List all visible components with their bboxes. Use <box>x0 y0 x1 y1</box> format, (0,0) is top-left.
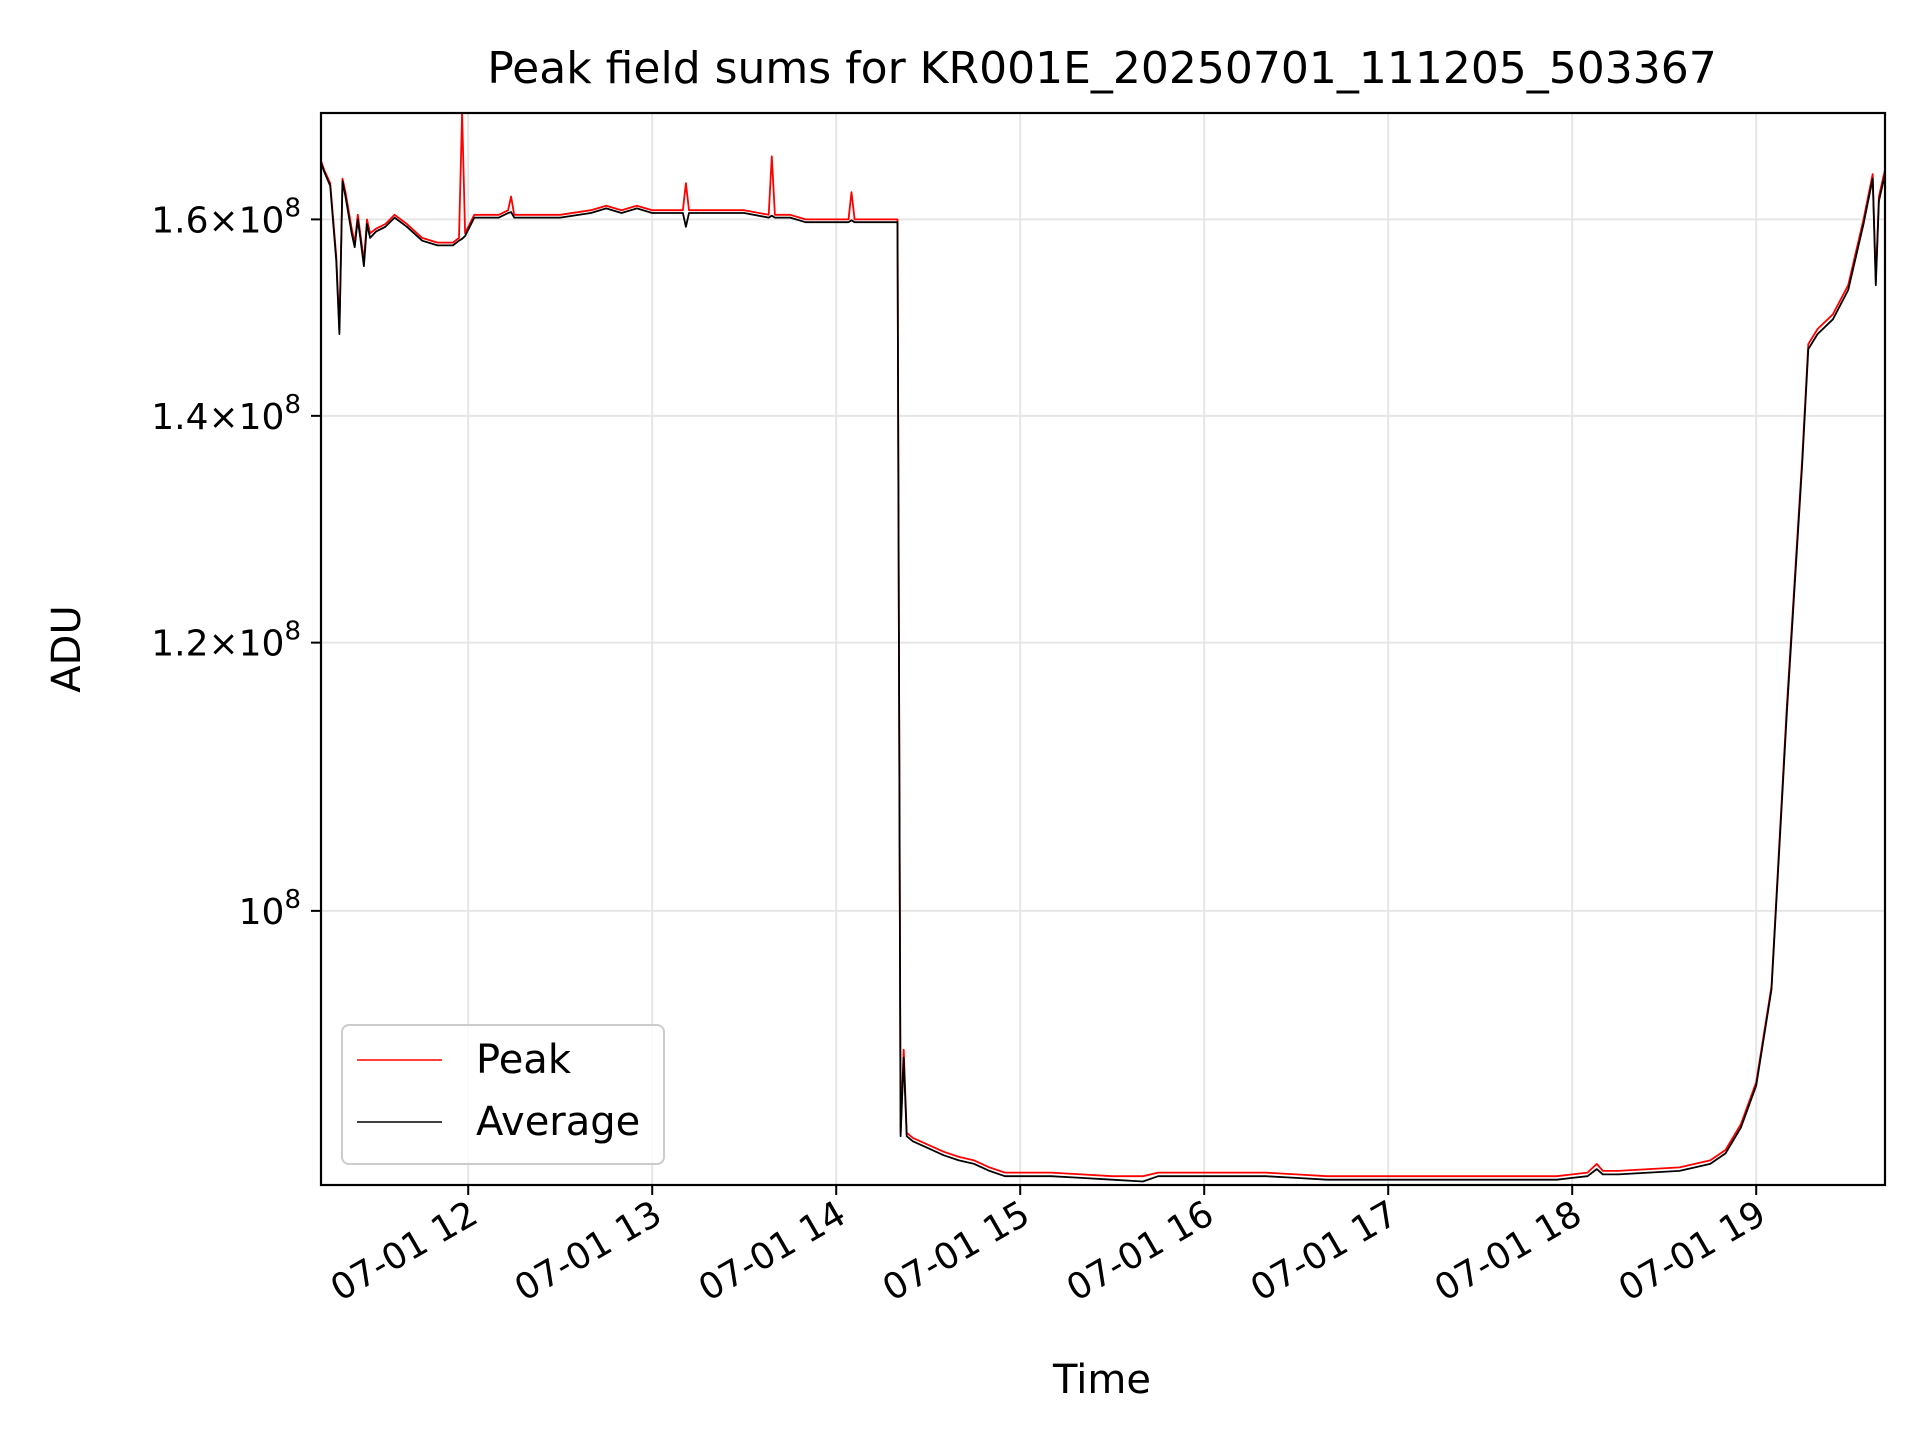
grid <box>321 113 1885 1185</box>
plot-frame <box>319 111 1887 1187</box>
legend-peak-label: Peak <box>476 1037 572 1083</box>
y-tick-label: 1.4×108 <box>151 390 301 438</box>
series-line-peak <box>320 112 1886 1178</box>
y-tick-label: 108 <box>239 885 301 933</box>
y-axis-label: ADU <box>44 605 90 692</box>
y-tick-label: 1.2×108 <box>151 617 301 665</box>
legend: Peak Average <box>341 1024 665 1165</box>
legend-average-label: Average <box>476 1099 640 1145</box>
series-line-average <box>320 162 1886 1183</box>
chart-title: Peak field sums for KR001E_20250701_1112… <box>487 43 1717 94</box>
plot-lines <box>320 112 1886 1183</box>
x-axis-label: Time <box>1052 1357 1151 1403</box>
y-axis: 108 1.2×108 1.4×108 1.6×108 <box>151 193 321 933</box>
y-tick-label: 1.6×108 <box>151 193 301 241</box>
